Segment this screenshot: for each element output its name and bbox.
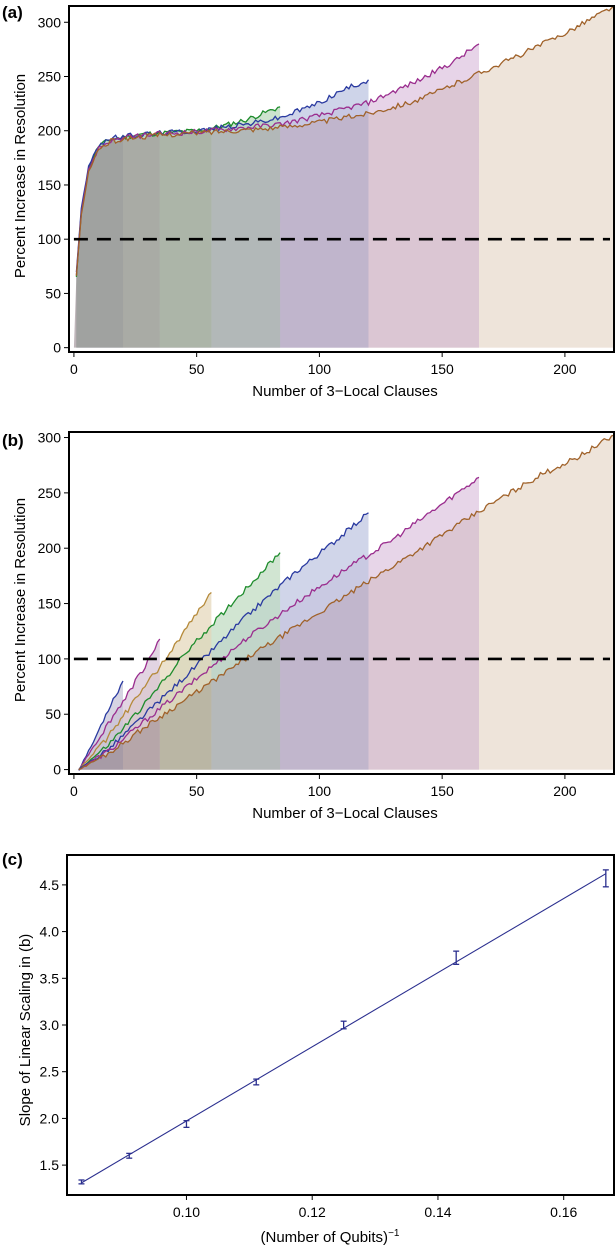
y-tick-label-b-200: 200 [38, 540, 62, 556]
y-tick-label-a-100: 100 [38, 231, 62, 247]
x-tick-label-b-100: 100 [308, 783, 332, 799]
series-line-a-2 [75, 43, 480, 275]
x-tick-label-c-0: 0.10 [173, 1204, 200, 1220]
panel-a: (a) 0 50 100 150 200 0 50 100 150 200 250 300 Numbe… [2, 3, 615, 400]
series-line-b-6 [78, 434, 614, 771]
x-axis-label-c-text: (Number of Qubits) [261, 1229, 389, 1246]
band-b-2 [159, 679, 212, 770]
y-tick-label-a-150: 150 [38, 177, 62, 193]
y-axis-label-b: Percent Increase in Resolution [12, 498, 29, 702]
y-tick-label-a-50: 50 [45, 285, 61, 301]
y-tick-label-c-3: 3.0 [40, 1017, 60, 1033]
band-b-4 [280, 582, 369, 770]
x-axis-label-c-superscript: −1 [388, 1228, 400, 1239]
y-axis-label-c: Slope of Linear Scaling in (b) [17, 934, 34, 1127]
panel-label-b: (b) [2, 431, 24, 450]
band-b-6 [478, 435, 614, 770]
band-a-1 [123, 132, 160, 348]
series-line-b-0 [78, 680, 124, 771]
y-tick-label-c-6: 4.5 [40, 877, 60, 893]
x-tick-label-c-2: 0.14 [424, 1204, 451, 1220]
y-tick-label-b-0: 0 [53, 762, 61, 778]
x-tick-label-a-150: 150 [430, 361, 454, 377]
y-tick-label-c-0: 1.5 [40, 1157, 60, 1173]
panel-label-a: (a) [2, 3, 23, 22]
x-axis-label-a: Number of 3−Local Clauses [252, 383, 438, 400]
x-tick-label-c-3: 0.16 [550, 1204, 577, 1220]
x-tick-label-c-1: 0.12 [299, 1204, 326, 1220]
band-a-4 [280, 111, 369, 348]
y-tick-label-c-1: 2.0 [40, 1110, 60, 1126]
plot-area-a [73, 6, 614, 348]
x-axis-label-c: (Number of Qubits)−1 [261, 1228, 400, 1246]
band-a-0 [73, 138, 124, 348]
y-tick-label-a-0: 0 [53, 340, 61, 356]
x-tick-label-a-200: 200 [553, 361, 577, 377]
panel-b: (b) 0 50 100 150 200 0 50 100 150 200 250 300 Numbe… [2, 430, 615, 822]
band-b-5 [368, 511, 479, 770]
x-tick-label-a-0: 0 [70, 361, 78, 377]
y-tick-label-c-4: 3.5 [40, 970, 60, 986]
x-tick-label-a-50: 50 [189, 361, 205, 377]
y-tick-label-b-100: 100 [38, 651, 62, 667]
plot-frame-c [66, 854, 615, 1196]
series-line-b-1 [78, 638, 161, 771]
plot-frame-b [68, 431, 615, 775]
y-tick-label-c-5: 4.0 [40, 924, 60, 940]
plot-area-b [73, 434, 614, 771]
panel-c: (c) 0.10 0.12 0.14 0.16 1.5 2.0 2.5 3.0 3.5 4.0 4.… [2, 850, 615, 1246]
band-b-0 [73, 742, 124, 770]
y-tick-label-b-300: 300 [38, 430, 62, 446]
y-tick-label-a-250: 250 [38, 69, 62, 85]
series-line-b-5 [78, 476, 480, 770]
x-tick-label-b-50: 50 [189, 783, 205, 799]
y-tick-label-a-200: 200 [38, 123, 62, 139]
band-a-2 [159, 130, 212, 348]
band-a-3 [211, 125, 281, 348]
x-axis-label-b: Number of 3−Local Clauses [252, 805, 438, 822]
x-tick-label-a-100: 100 [308, 361, 332, 377]
band-a-5 [368, 71, 479, 348]
x-tick-label-b-200: 200 [553, 783, 577, 799]
y-tick-label-b-250: 250 [38, 485, 62, 501]
y-tick-label-b-150: 150 [38, 596, 62, 612]
band-a-6 [478, 6, 614, 348]
y-tick-label-c-2: 2.5 [40, 1064, 60, 1080]
series-line-a-3 [75, 6, 614, 276]
panel-label-c: (c) [2, 850, 23, 869]
x-tick-label-b-150: 150 [430, 783, 454, 799]
band-b-3 [211, 634, 281, 770]
y-axis-label-a: Percent Increase in Resolution [12, 74, 29, 278]
y-tick-label-b-50: 50 [45, 706, 61, 722]
plot-frame-a [68, 5, 615, 353]
y-tick-label-a-300: 300 [38, 14, 62, 30]
band-b-1 [123, 716, 160, 770]
series-line-b-4 [78, 512, 369, 771]
series-line-b-2 [78, 591, 212, 770]
x-tick-label-b-0: 0 [70, 783, 78, 799]
